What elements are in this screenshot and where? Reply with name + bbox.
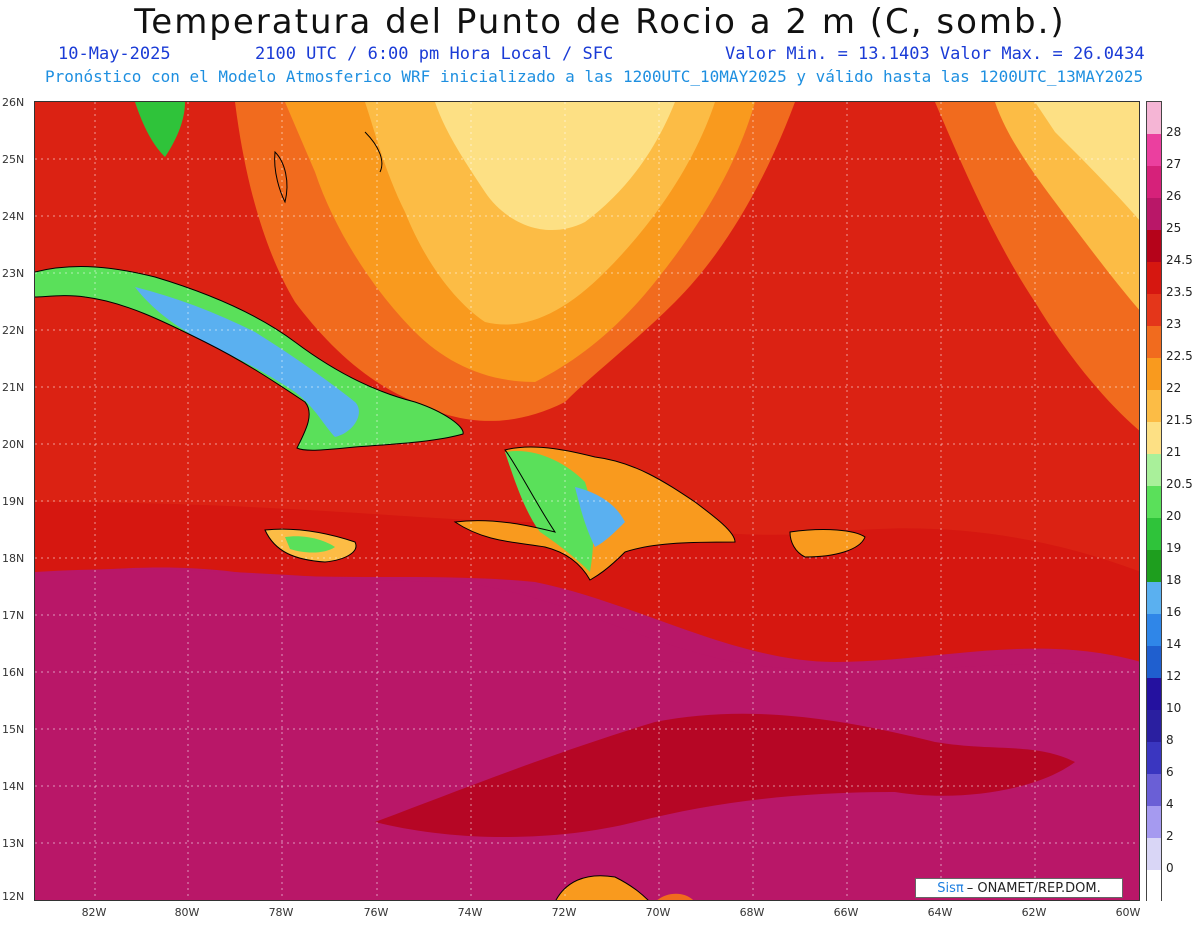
color-scale-label: 21 xyxy=(1166,445,1182,459)
dewpoint-map xyxy=(34,101,1140,901)
color-scale-label: 14 xyxy=(1166,637,1182,651)
lat-label: 16N xyxy=(2,666,25,679)
lon-label: 74W xyxy=(457,906,483,919)
color-scale-swatch xyxy=(1147,230,1161,263)
date-label: 10-May-2025 xyxy=(58,44,171,64)
logo-sis-text: Sisπ xyxy=(937,880,964,896)
lat-label: 15N xyxy=(2,723,25,736)
lat-label: 18N xyxy=(2,552,25,565)
time-label: 2100 UTC / 6:00 pm Hora Local / SFC xyxy=(255,44,614,64)
color-scale-swatch xyxy=(1147,550,1161,583)
lon-label: 62W xyxy=(1021,906,1047,919)
minmax-label: Valor Min. = 13.1403 Valor Max. = 26.043… xyxy=(725,44,1145,64)
color-scale-label: 2 xyxy=(1166,829,1174,843)
lon-label: 66W xyxy=(833,906,859,919)
color-scale-swatch xyxy=(1147,454,1161,487)
lon-label: 80W xyxy=(174,906,200,919)
lon-label: 60W xyxy=(1115,906,1141,919)
color-scale-label: 8 xyxy=(1166,733,1174,747)
color-scale-label: 25 xyxy=(1166,221,1182,235)
color-scale-label: 27 xyxy=(1166,157,1182,171)
color-scale-bar xyxy=(1146,101,1162,903)
color-scale-swatch xyxy=(1147,582,1161,615)
color-scale-swatch xyxy=(1147,838,1161,871)
color-scale-label: 22 xyxy=(1166,381,1182,395)
color-scale-label: 0 xyxy=(1166,861,1174,875)
coastlines xyxy=(35,131,866,900)
lat-label: 25N xyxy=(2,153,25,166)
lat-label: 22N xyxy=(2,324,25,337)
color-scale-swatch xyxy=(1147,166,1161,199)
lat-label: 17N xyxy=(2,609,25,622)
color-scale-label: 21.5 xyxy=(1166,413,1193,427)
color-scale-swatch xyxy=(1147,358,1161,391)
color-scale-swatch xyxy=(1147,102,1161,135)
lon-label: 72W xyxy=(551,906,577,919)
lat-label: 20N xyxy=(2,438,25,451)
color-scale-label: 20.5 xyxy=(1166,477,1193,491)
color-scale-label: 26 xyxy=(1166,189,1182,203)
lat-label: 12N xyxy=(2,890,25,903)
color-scale-swatch xyxy=(1147,806,1161,839)
lon-label: 70W xyxy=(645,906,671,919)
color-scale-label: 10 xyxy=(1166,701,1182,715)
color-scale-label: 28 xyxy=(1166,125,1182,139)
color-scale-label: 19 xyxy=(1166,541,1182,555)
color-scale-label: 23 xyxy=(1166,317,1182,331)
map-title: Temperatura del Punto de Rocio a 2 m (C,… xyxy=(134,2,1066,42)
color-scale-swatch xyxy=(1147,486,1161,519)
sispi-logo: Sisπ – ONAMET/REP.DOM. xyxy=(915,878,1123,898)
color-scale-swatch xyxy=(1147,198,1161,231)
color-scale-label: 12 xyxy=(1166,669,1182,683)
lat-label: 24N xyxy=(2,210,25,223)
color-scale-swatch xyxy=(1147,678,1161,711)
lon-label: 68W xyxy=(739,906,765,919)
lon-label: 78W xyxy=(268,906,294,919)
color-scale-swatch xyxy=(1147,614,1161,647)
color-scale-swatch xyxy=(1147,390,1161,423)
color-scale-swatch xyxy=(1147,870,1161,903)
color-scale-swatch xyxy=(1147,646,1161,679)
color-scale-label: 23.5 xyxy=(1166,285,1193,299)
lon-label: 82W xyxy=(81,906,107,919)
forecast-label: Pronóstico con el Modelo Atmosferico WRF… xyxy=(45,67,1144,86)
logo-org-text: – ONAMET/REP.DOM. xyxy=(966,880,1101,896)
lat-label: 23N xyxy=(2,267,25,280)
lat-label: 14N xyxy=(2,780,25,793)
lon-label: 76W xyxy=(363,906,389,919)
color-scale-swatch xyxy=(1147,742,1161,775)
color-scale-swatch xyxy=(1147,134,1161,167)
color-scale-label: 16 xyxy=(1166,605,1182,619)
graticule xyxy=(35,102,1139,900)
lon-label: 64W xyxy=(927,906,953,919)
color-scale-label: 18 xyxy=(1166,573,1182,587)
map-canvas xyxy=(35,102,1139,900)
color-scale-swatch xyxy=(1147,294,1161,327)
color-scale-swatch xyxy=(1147,518,1161,551)
color-scale-swatch xyxy=(1147,710,1161,743)
color-scale-label: 4 xyxy=(1166,797,1174,811)
color-scale-label: 6 xyxy=(1166,765,1174,779)
color-scale-swatch xyxy=(1147,774,1161,807)
color-scale-label: 22.5 xyxy=(1166,349,1193,363)
color-scale-swatch xyxy=(1147,326,1161,359)
lat-label: 13N xyxy=(2,837,25,850)
lat-label: 26N xyxy=(2,96,25,109)
lat-label: 21N xyxy=(2,381,25,394)
color-scale-swatch xyxy=(1147,422,1161,455)
color-scale-swatch xyxy=(1147,262,1161,295)
lat-label: 19N xyxy=(2,495,25,508)
color-scale-label: 24.5 xyxy=(1166,253,1193,267)
color-scale-label: 20 xyxy=(1166,509,1182,523)
